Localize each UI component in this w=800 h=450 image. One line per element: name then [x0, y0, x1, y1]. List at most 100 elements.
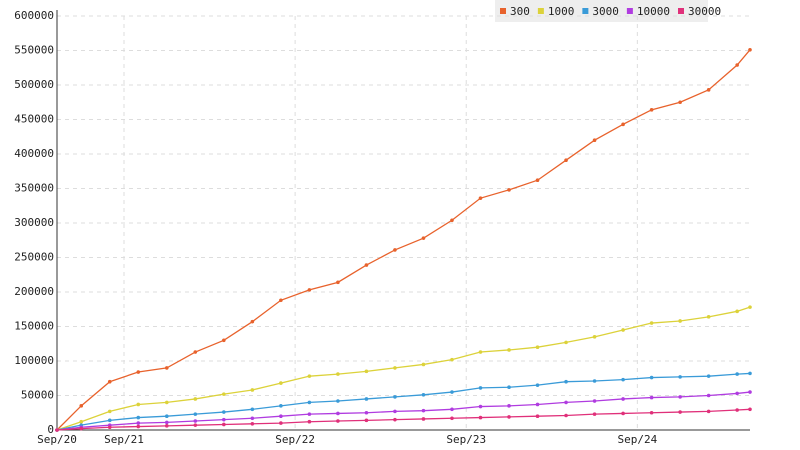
data-point	[336, 411, 340, 416]
data-point	[507, 385, 511, 390]
data-point	[222, 417, 226, 422]
y-tick-label: 550000	[14, 44, 54, 57]
data-point	[222, 410, 226, 414]
data-point	[279, 414, 283, 419]
data-point	[364, 263, 369, 267]
data-point	[279, 404, 283, 408]
x-tick-label: Sep/20	[37, 433, 77, 446]
data-point	[393, 409, 397, 414]
data-point	[79, 419, 84, 424]
data-point	[621, 411, 625, 416]
data-point	[136, 421, 141, 425]
data-point	[336, 280, 340, 285]
data-point	[336, 372, 340, 376]
data-point	[364, 410, 369, 415]
data-point	[735, 391, 739, 396]
data-point	[279, 421, 283, 425]
data-point	[592, 335, 597, 339]
data-point	[621, 397, 625, 401]
data-point	[678, 375, 682, 379]
data-point	[478, 386, 483, 390]
data-point	[748, 48, 752, 52]
data-point	[364, 418, 369, 423]
y-tick-label: 50000	[21, 389, 54, 402]
data-point	[79, 404, 84, 408]
data-point	[564, 400, 568, 405]
y-tick-label: 350000	[14, 182, 54, 195]
data-point	[478, 404, 483, 409]
data-point	[564, 340, 568, 345]
data-point	[421, 408, 426, 413]
data-point	[279, 298, 283, 303]
data-point	[393, 366, 397, 370]
y-tick-label: 300000	[14, 216, 54, 229]
legend-swatch[interactable]	[678, 8, 684, 14]
y-tick-label: 450000	[14, 113, 54, 126]
data-point	[307, 374, 312, 378]
legend-swatch[interactable]	[537, 8, 544, 14]
data-point	[507, 348, 511, 352]
data-point	[222, 422, 226, 427]
data-point	[535, 345, 540, 350]
data-point	[678, 410, 682, 414]
x-tick-label: Sep/24	[617, 433, 657, 446]
data-point	[649, 375, 654, 380]
data-point	[193, 423, 198, 427]
data-point	[678, 395, 682, 399]
data-point	[164, 366, 169, 370]
legend-swatch[interactable]	[626, 8, 633, 14]
data-point	[222, 338, 226, 343]
data-point	[592, 412, 597, 416]
data-point	[649, 108, 654, 112]
x-tick-label: Sep/21	[104, 433, 144, 446]
data-point	[478, 196, 483, 200]
data-point	[164, 400, 169, 405]
data-point	[678, 319, 682, 323]
legend-label[interactable]: 10000	[637, 5, 670, 18]
data-point	[193, 412, 198, 416]
data-point	[706, 315, 711, 319]
y-tick-label: 150000	[14, 320, 54, 333]
data-point	[79, 426, 84, 431]
data-point	[250, 416, 255, 421]
data-point	[535, 402, 540, 407]
data-point	[164, 420, 169, 425]
series-line	[56, 306, 751, 431]
legend-label[interactable]: 1000	[548, 5, 575, 18]
data-point	[564, 158, 568, 163]
data-point	[621, 377, 625, 382]
legend-label[interactable]: 3000	[592, 5, 619, 18]
data-point	[193, 397, 198, 401]
data-point	[250, 407, 255, 412]
data-point	[450, 416, 454, 421]
legend-swatch[interactable]	[582, 8, 589, 14]
data-point	[393, 248, 397, 252]
data-point	[649, 410, 654, 415]
data-point	[450, 218, 454, 223]
data-point	[735, 408, 739, 412]
data-point	[364, 369, 369, 374]
legend-label[interactable]: 30000	[688, 5, 721, 18]
legend-label[interactable]: 300	[510, 5, 530, 18]
data-point	[307, 288, 312, 292]
y-tick-label: 200000	[14, 285, 54, 298]
data-point	[535, 414, 540, 419]
data-point	[678, 100, 682, 105]
legend-swatch[interactable]	[500, 8, 506, 14]
data-point	[222, 392, 226, 396]
data-point	[621, 122, 625, 127]
data-point	[592, 399, 597, 403]
data-point	[336, 399, 340, 403]
y-tick-label: 500000	[14, 78, 54, 91]
data-point	[450, 357, 454, 362]
data-point	[307, 419, 312, 424]
x-tick-label: Sep/23	[446, 433, 486, 446]
data-point	[107, 379, 112, 384]
y-tick-label: 100000	[14, 354, 54, 367]
data-point	[164, 414, 169, 419]
data-point	[250, 319, 255, 324]
data-point	[478, 350, 483, 354]
data-point	[136, 402, 141, 407]
data-point	[706, 409, 711, 414]
data-point	[735, 309, 739, 314]
